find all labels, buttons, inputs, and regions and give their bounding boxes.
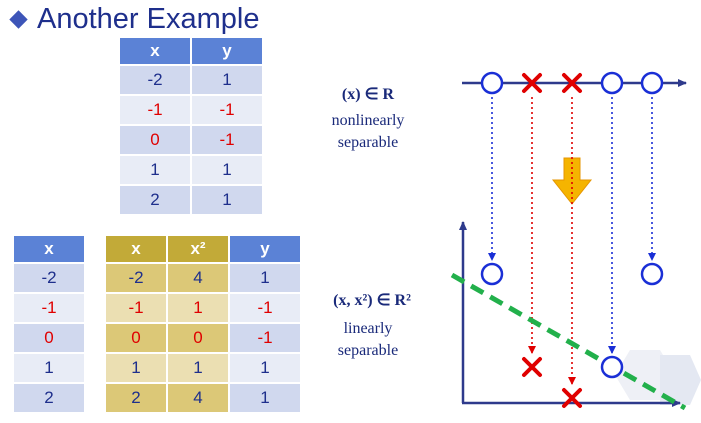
space-2d-description: linearly separable xyxy=(308,318,428,362)
header-x: x xyxy=(118,36,192,66)
table-row: 2 1 xyxy=(118,184,264,216)
space-1d-label: (x) ∈ R xyxy=(341,86,395,103)
cell-y: 1 xyxy=(190,64,264,96)
header-y: y xyxy=(190,36,264,66)
decorative-hexagon-icon xyxy=(660,355,701,405)
cell-x: -1 xyxy=(104,292,168,324)
point-1d-negative-1 xyxy=(522,73,542,93)
point-1d-positive-4 xyxy=(640,71,664,95)
cell-y: -1 xyxy=(190,124,264,156)
cell-x: -1 xyxy=(118,94,192,126)
description-line: separable xyxy=(337,342,399,359)
table-row: -1 xyxy=(12,292,86,324)
point-1d-positive-3 xyxy=(600,71,624,95)
table-row: -2 4 1 xyxy=(104,262,302,294)
description-line: nonlinearly xyxy=(331,112,405,129)
header-x: x xyxy=(12,234,86,264)
header-x: x xyxy=(104,234,168,264)
point-2d-positive-3 xyxy=(600,355,624,379)
cell-x: 0 xyxy=(12,322,86,354)
mapping-arrow-icon xyxy=(551,157,593,205)
cell-x: 1 xyxy=(12,352,86,384)
table-row: -2 xyxy=(12,262,86,294)
space-2d-label: (x, x²) ∈ R² xyxy=(333,292,411,309)
cell-y: 1 xyxy=(190,184,264,216)
header-y: y xyxy=(228,234,302,264)
cell-x-squared: 0 xyxy=(166,322,230,354)
linear-separator-line xyxy=(450,272,687,411)
point-2d-positive-4 xyxy=(640,262,664,286)
cell-x-squared: 4 xyxy=(166,262,230,294)
table-row: 0 -1 xyxy=(118,124,264,156)
cell-y: 1 xyxy=(228,262,302,294)
description-line: linearly xyxy=(343,320,393,337)
cell-x: 0 xyxy=(104,322,168,354)
cell-x-squared: 1 xyxy=(166,352,230,384)
table-original-x: x -2 -1 0 1 2 xyxy=(12,234,86,414)
space-1d-description: nonlinearly separable xyxy=(308,110,428,154)
table-row: 2 4 1 xyxy=(104,382,302,414)
cell-y: -1 xyxy=(190,94,264,126)
table-row: 0 xyxy=(12,322,86,354)
point-1d-positive-0 xyxy=(480,71,504,95)
cell-x-squared: 1 xyxy=(166,292,230,324)
cell-x-squared: 4 xyxy=(166,382,230,414)
table-row: -1 -1 xyxy=(118,94,264,126)
table-row: 1 xyxy=(12,352,86,384)
cell-x: -2 xyxy=(104,262,168,294)
data-points-layer xyxy=(450,71,687,411)
point-1d-negative-2 xyxy=(562,73,582,93)
cell-x: 2 xyxy=(104,382,168,414)
table-mapped-features: x x² y -2 4 1 -1 1 -1 0 0 -1 1 1 1 2 4 1 xyxy=(104,234,302,414)
cell-x: -1 xyxy=(12,292,86,324)
table-row: 1 1 1 xyxy=(104,352,302,384)
cell-x: 2 xyxy=(12,382,86,414)
slide-title-area: Another Example xyxy=(8,2,259,36)
cell-x: 0 xyxy=(118,124,192,156)
table-row: 1 1 xyxy=(118,154,264,186)
cell-y: -1 xyxy=(228,292,302,324)
table-row: 0 0 -1 xyxy=(104,322,302,354)
cell-y: 1 xyxy=(190,154,264,186)
point-2d-negative-2 xyxy=(562,388,582,408)
table-row: 2 xyxy=(12,382,86,414)
table-row: -2 1 xyxy=(118,64,264,96)
cell-x: 1 xyxy=(104,352,168,384)
cell-x: -2 xyxy=(12,262,86,294)
cell-x: 1 xyxy=(118,154,192,186)
table-x-y: x y -2 1 -1 -1 0 -1 1 1 2 1 xyxy=(118,36,264,216)
cell-x: 2 xyxy=(118,184,192,216)
description-line: separable xyxy=(337,134,399,151)
header-x-squared: x² xyxy=(166,234,230,264)
cell-x: -2 xyxy=(118,64,192,96)
cell-y: 1 xyxy=(228,382,302,414)
table-row: -1 1 -1 xyxy=(104,292,302,324)
point-2d-negative-1 xyxy=(522,357,542,377)
cell-y: -1 xyxy=(228,322,302,354)
point-2d-positive-0 xyxy=(480,262,504,286)
cell-y: 1 xyxy=(228,352,302,384)
slide-title: Another Example xyxy=(37,2,260,35)
